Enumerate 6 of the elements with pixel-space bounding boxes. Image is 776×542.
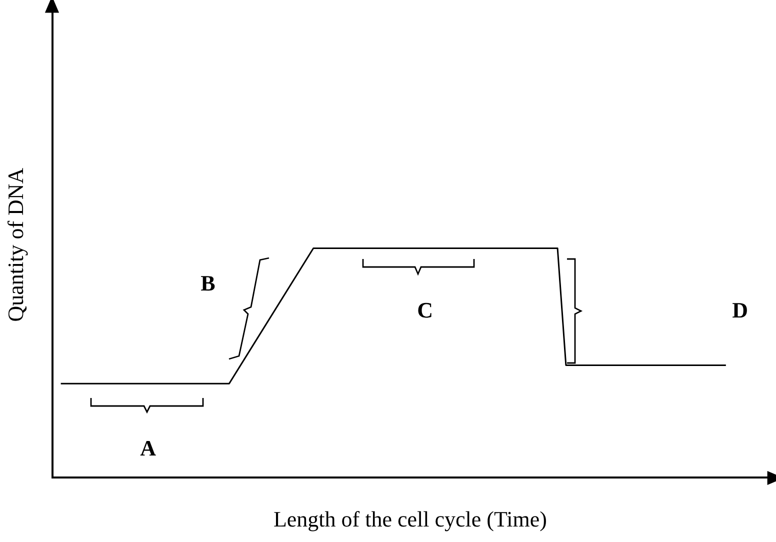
annotation: A	[140, 436, 156, 461]
annotation: B	[200, 270, 216, 296]
annotation: D	[732, 298, 748, 323]
y-axis-title: Quantity of DNA	[2, 168, 28, 322]
x-axis-title: Length of the cell cycle (Time)	[273, 506, 547, 532]
annotation: C	[417, 298, 433, 323]
